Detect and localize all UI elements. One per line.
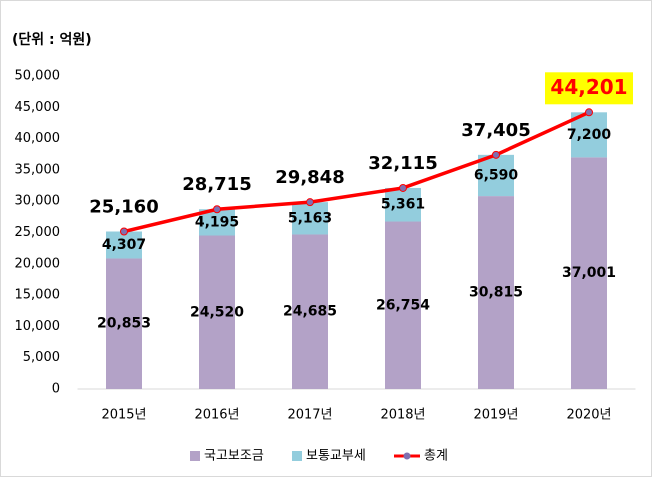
legend-label: 국고보조금 [204, 449, 264, 464]
x-tick-label: 2019년 [473, 408, 518, 423]
bar-segment [292, 202, 328, 235]
bar-segment [199, 235, 235, 389]
value-label: 4,307 [102, 237, 146, 253]
bar-segment [106, 258, 142, 389]
bar-segment [478, 196, 514, 389]
value-label: 20,853 [97, 316, 151, 332]
total-label: 29,848 [275, 167, 344, 188]
line-marker [492, 150, 500, 159]
y-tick-label: 40,000 [15, 131, 61, 146]
legend-label: 보통교부세 [306, 449, 366, 464]
y-tick-label: 45,000 [15, 100, 61, 115]
line-marker [306, 198, 314, 207]
y-tick-label: 50,000 [15, 69, 61, 84]
bar-segment [106, 231, 142, 259]
line-marker [213, 205, 221, 214]
bar-segment [571, 157, 607, 389]
legend-swatch [292, 451, 302, 461]
total-label: 25,160 [89, 196, 158, 217]
line-marker [585, 108, 593, 117]
value-label: 26,754 [376, 297, 430, 313]
x-tick-label: 2016년 [194, 408, 239, 423]
total-label: 28,715 [182, 174, 251, 195]
y-tick-label: 35,000 [15, 162, 61, 177]
total-line [123, 110, 590, 234]
highlight-box [545, 72, 633, 105]
unit-label: (단위 : 억원) [12, 31, 92, 48]
y-tick-label: 20,000 [15, 256, 61, 271]
y-tick-label: 30,000 [15, 194, 61, 209]
x-tick-label: 2020년 [566, 408, 611, 423]
y-tick-label: 0 [52, 382, 60, 397]
y-tick-label: 5,000 [23, 350, 60, 365]
value-label: 30,815 [469, 285, 523, 301]
x-tick-label: 2018년 [380, 408, 425, 423]
legend-marker [403, 452, 411, 460]
bar-segment [292, 234, 328, 389]
legend-label: 총계 [424, 449, 448, 464]
x-tick-label: 2015년 [101, 408, 146, 423]
y-tick-label: 10,000 [15, 319, 61, 334]
value-label: 6,590 [474, 167, 519, 183]
total-label: 32,115 [368, 153, 437, 174]
line-marker [120, 227, 128, 236]
total-label: 37,405 [461, 120, 530, 141]
value-label: 4,195 [195, 214, 239, 230]
bar-segment [385, 221, 421, 389]
value-label: 37,001 [562, 265, 616, 281]
y-tick-label: 15,000 [15, 288, 61, 303]
value-label: 24,685 [283, 304, 337, 320]
x-tick-label: 2017년 [287, 408, 332, 423]
bar-segment [478, 154, 514, 197]
value-label: 5,163 [288, 210, 332, 226]
value-label: 5,361 [381, 197, 425, 213]
bar-segment [385, 187, 421, 222]
bar-segment [571, 112, 607, 158]
value-label: 24,520 [190, 304, 244, 320]
y-tick-label: 25,000 [15, 225, 61, 240]
total-label: 44,201 [550, 75, 627, 99]
line-marker [399, 183, 407, 192]
legend-swatch [190, 451, 200, 461]
value-label: 7,200 [567, 127, 612, 143]
